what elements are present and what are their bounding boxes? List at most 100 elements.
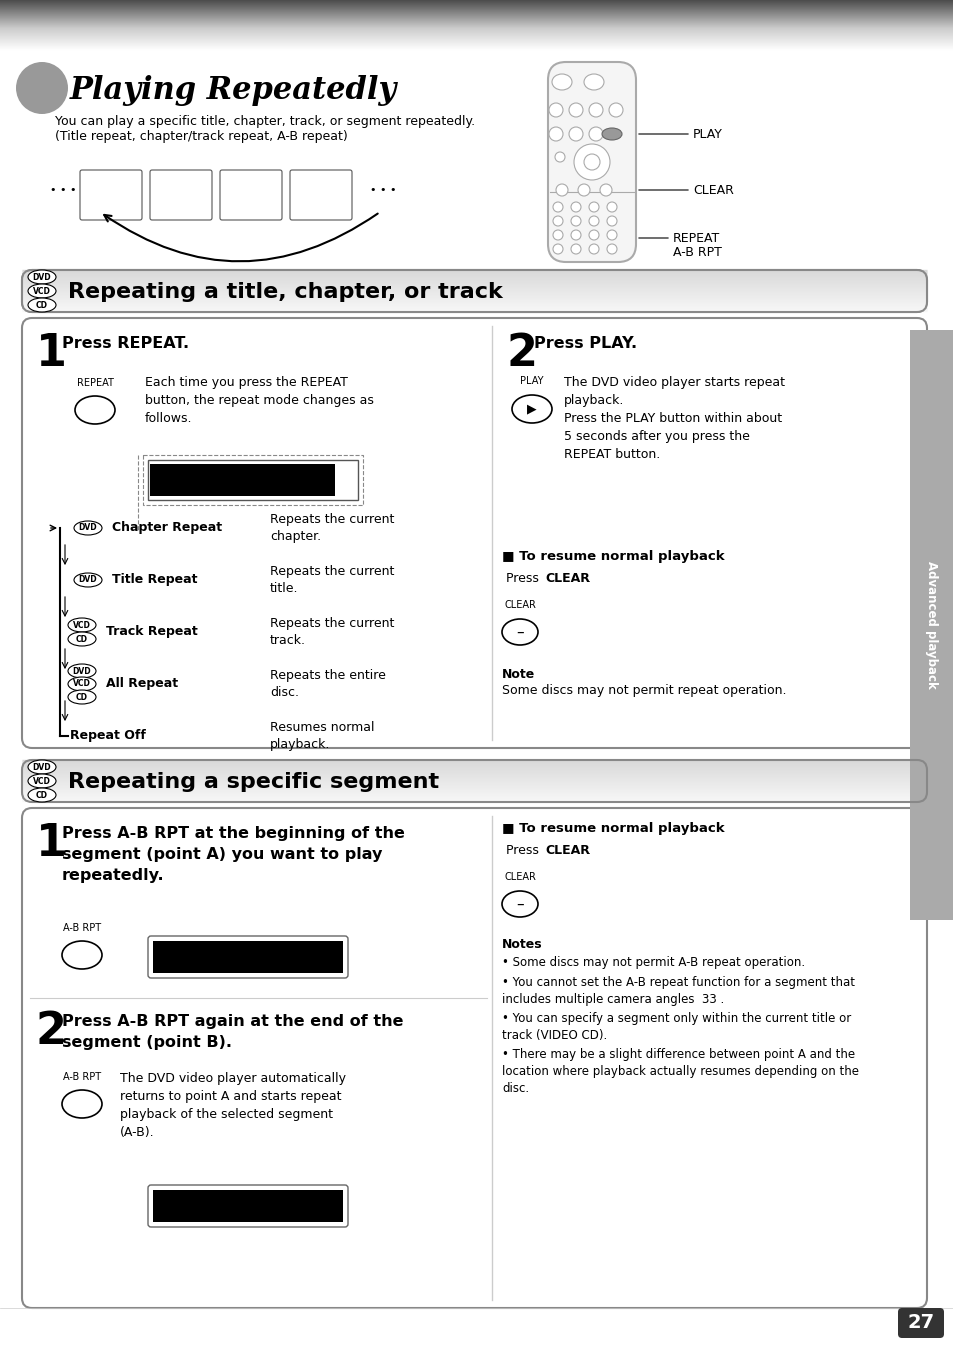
Text: A-B RPT: A-B RPT bbox=[63, 923, 101, 933]
Text: .: . bbox=[586, 844, 590, 857]
Text: Repeating a title, chapter, or track: Repeating a title, chapter, or track bbox=[68, 282, 502, 302]
Text: 1: 1 bbox=[36, 332, 67, 375]
Ellipse shape bbox=[583, 74, 603, 90]
Text: .: . bbox=[586, 572, 590, 585]
Text: (Title repeat, chapter/track repeat, A-B repeat): (Title repeat, chapter/track repeat, A-B… bbox=[55, 129, 348, 143]
Circle shape bbox=[606, 231, 617, 240]
Circle shape bbox=[555, 152, 564, 162]
Text: Repeats the current
track.: Repeats the current track. bbox=[270, 617, 394, 647]
Text: Repeat Off: Repeat Off bbox=[70, 729, 146, 743]
Text: The DVD video player starts repeat
playback.
Press the PLAY button within about
: The DVD video player starts repeat playb… bbox=[563, 376, 784, 461]
Circle shape bbox=[588, 216, 598, 226]
Circle shape bbox=[588, 231, 598, 240]
Text: Advanced playback: Advanced playback bbox=[924, 561, 938, 689]
Text: Press: Press bbox=[505, 844, 542, 857]
Circle shape bbox=[583, 154, 599, 170]
Circle shape bbox=[553, 202, 562, 212]
Bar bbox=[152, 1190, 343, 1223]
Bar bbox=[143, 456, 363, 506]
Text: 2: 2 bbox=[36, 1010, 67, 1053]
Text: Some discs may not permit repeat operation.: Some discs may not permit repeat operati… bbox=[501, 683, 785, 697]
Text: VCD: VCD bbox=[33, 776, 51, 786]
FancyBboxPatch shape bbox=[22, 270, 926, 311]
Text: ■ To resume normal playback: ■ To resume normal playback bbox=[501, 822, 724, 834]
Text: ■ To resume normal playback: ■ To resume normal playback bbox=[501, 550, 724, 563]
Circle shape bbox=[553, 216, 562, 226]
Text: CD: CD bbox=[36, 790, 48, 799]
Text: CLEAR: CLEAR bbox=[544, 844, 589, 857]
FancyBboxPatch shape bbox=[150, 170, 212, 220]
Text: DVD: DVD bbox=[32, 763, 51, 771]
Circle shape bbox=[571, 216, 580, 226]
Text: Title Repeat: Title Repeat bbox=[112, 573, 197, 586]
Text: REPEAT: REPEAT bbox=[672, 232, 720, 244]
Ellipse shape bbox=[552, 74, 572, 90]
Text: All Repeat: All Repeat bbox=[106, 678, 178, 690]
Text: VCD: VCD bbox=[73, 679, 91, 689]
Text: 1: 1 bbox=[36, 822, 67, 865]
Ellipse shape bbox=[16, 62, 68, 115]
FancyBboxPatch shape bbox=[897, 1308, 943, 1339]
Text: Press A-B RPT again at the end of the
segment (point B).: Press A-B RPT again at the end of the se… bbox=[62, 1014, 403, 1050]
Text: CD: CD bbox=[76, 693, 88, 701]
Circle shape bbox=[571, 244, 580, 253]
Text: Press: Press bbox=[505, 572, 542, 585]
Text: –: – bbox=[516, 624, 523, 639]
Text: Each time you press the REPEAT
button, the repeat mode changes as
follows.: Each time you press the REPEAT button, t… bbox=[145, 376, 374, 425]
Text: VCD: VCD bbox=[73, 620, 91, 630]
Ellipse shape bbox=[28, 298, 56, 311]
Ellipse shape bbox=[512, 395, 552, 423]
Ellipse shape bbox=[601, 128, 621, 140]
Text: Repeating a specific segment: Repeating a specific segment bbox=[68, 772, 438, 793]
Text: Resumes normal
playback.: Resumes normal playback. bbox=[270, 721, 375, 751]
Text: Press REPEAT.: Press REPEAT. bbox=[62, 336, 189, 350]
Text: DVD: DVD bbox=[72, 666, 91, 675]
Text: Chapter Repeat: Chapter Repeat bbox=[112, 522, 222, 535]
Circle shape bbox=[606, 244, 617, 253]
Text: • There may be a slight difference between point A and the
location where playba: • There may be a slight difference betwe… bbox=[501, 1047, 858, 1095]
Text: Repeats the current
chapter.: Repeats the current chapter. bbox=[270, 514, 394, 543]
Text: –: – bbox=[516, 896, 523, 911]
Text: CLEAR: CLEAR bbox=[503, 872, 536, 882]
Ellipse shape bbox=[608, 102, 622, 117]
Circle shape bbox=[571, 231, 580, 240]
FancyBboxPatch shape bbox=[290, 170, 352, 220]
Text: CLEAR: CLEAR bbox=[692, 183, 733, 197]
Circle shape bbox=[588, 202, 598, 212]
Ellipse shape bbox=[68, 677, 96, 692]
Text: Notes: Notes bbox=[501, 938, 542, 950]
Text: VCD: VCD bbox=[33, 287, 51, 295]
Circle shape bbox=[571, 202, 580, 212]
Ellipse shape bbox=[501, 891, 537, 917]
Ellipse shape bbox=[68, 690, 96, 704]
Circle shape bbox=[606, 216, 617, 226]
Ellipse shape bbox=[501, 619, 537, 644]
FancyBboxPatch shape bbox=[22, 807, 926, 1308]
Text: REPEAT: REPEAT bbox=[76, 377, 113, 388]
Text: You can play a specific title, chapter, track, or segment repeatedly.: You can play a specific title, chapter, … bbox=[55, 115, 475, 128]
Text: Repeats the entire
disc.: Repeats the entire disc. bbox=[270, 669, 385, 700]
FancyBboxPatch shape bbox=[80, 170, 142, 220]
Text: Press A-B RPT at the beginning of the
segment (point A) you want to play
repeate: Press A-B RPT at the beginning of the se… bbox=[62, 826, 404, 883]
Text: PLAY: PLAY bbox=[519, 376, 543, 386]
Text: A-B RPT: A-B RPT bbox=[63, 1072, 101, 1082]
Ellipse shape bbox=[588, 127, 602, 142]
Text: CD: CD bbox=[76, 635, 88, 643]
Text: Track Repeat: Track Repeat bbox=[106, 625, 197, 639]
Ellipse shape bbox=[28, 789, 56, 802]
FancyBboxPatch shape bbox=[148, 936, 348, 979]
Text: ▶: ▶ bbox=[527, 403, 537, 415]
Text: Playing Repeatedly: Playing Repeatedly bbox=[70, 74, 396, 105]
Text: • • •: • • • bbox=[370, 185, 395, 195]
Ellipse shape bbox=[68, 665, 96, 678]
Circle shape bbox=[556, 183, 567, 195]
Ellipse shape bbox=[588, 102, 602, 117]
Circle shape bbox=[599, 183, 612, 195]
Bar bbox=[152, 941, 343, 973]
Text: DVD: DVD bbox=[32, 272, 51, 282]
Text: A-B RPT: A-B RPT bbox=[672, 245, 721, 259]
Circle shape bbox=[553, 244, 562, 253]
FancyBboxPatch shape bbox=[22, 318, 926, 748]
Text: The DVD video player automatically
returns to point A and starts repeat
playback: The DVD video player automatically retur… bbox=[120, 1072, 346, 1139]
Ellipse shape bbox=[28, 774, 56, 789]
